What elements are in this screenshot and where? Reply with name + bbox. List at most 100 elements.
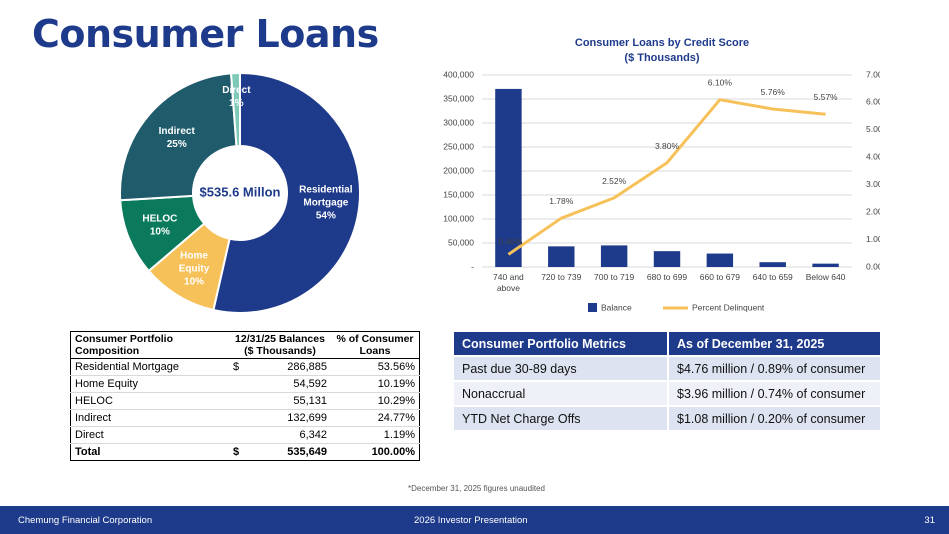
composition-cell-label: Direct — [70, 426, 229, 444]
composition-cell-dollar — [229, 392, 251, 410]
composition-cell-pct: 10.29% — [331, 392, 420, 410]
y-tick-label: 400,000 — [443, 69, 474, 79]
donut-chart: Residential Mortgage 54% Home Equity 10% HELOC… — [119, 71, 362, 314]
donut-slice-label: Home — [180, 251, 208, 262]
composition-cell-pct: 53.56% — [331, 358, 420, 376]
composition-row: Indirect 132,699 24.77% — [70, 409, 420, 427]
donut-slice-pct: 10% — [184, 277, 204, 288]
donut-slice-label: Direct — [222, 85, 251, 96]
composition-cell-balance: 286,885 — [251, 358, 331, 376]
delinquency-line — [507, 98, 826, 256]
y-tick-label: 350,000 — [443, 93, 474, 103]
composition-cell-dollar — [229, 426, 251, 444]
composition-cell-label: Residential Mortgage — [70, 358, 229, 376]
composition-cell-dollar: $ — [229, 443, 251, 461]
x-tick-label: Below 640 — [806, 272, 846, 282]
y2-tick-label: 0.00% — [866, 261, 880, 271]
donut-center-label: $535.6 Millon — [200, 184, 281, 199]
legend-label-delinquent: Percent Delinquent — [692, 302, 765, 312]
bar — [759, 262, 786, 267]
y-tick-label: 300,000 — [443, 117, 474, 127]
y2-tick-label: 5.00% — [866, 124, 880, 134]
y2-tick-label: 6.00% — [866, 97, 880, 107]
bar — [495, 88, 522, 267]
bar — [812, 263, 839, 267]
composition-header-pct: % of Consumer Loans — [331, 331, 420, 359]
footer-company: Chemung Financial Corporation — [18, 515, 153, 526]
donut-slice — [229, 71, 241, 148]
x-tick-label: 740 and — [493, 272, 524, 282]
composition-cell-label: Home Equity — [70, 375, 229, 393]
composition-cell-pct: 24.77% — [331, 409, 420, 427]
footer-bar: Chemung Financial Corporation 2026 Inves… — [0, 506, 949, 534]
donut-slice-pct: 54% — [316, 210, 336, 221]
donut-slice-label: Indirect — [159, 126, 196, 137]
composition-cell-pct: 100.00% — [331, 443, 420, 461]
composition-cell-balance: 535,649 — [251, 443, 331, 461]
x-tick-label: 720 to 739 — [541, 272, 581, 282]
legend-label-balance: Balance — [601, 302, 632, 312]
composition-cell-pct: 1.19% — [331, 426, 420, 444]
y-tick-label: - — [471, 261, 474, 271]
x-tick-label: 680 to 699 — [647, 272, 687, 282]
donut-slice-label: Residential — [299, 184, 353, 195]
page-title: Consumer Loans — [32, 12, 379, 56]
metrics-row: Past due 30-89 days $4.76 million / 0.89%… — [454, 355, 882, 381]
composition-row: Residential Mortgage $286,885 53.56% — [70, 358, 420, 376]
footer-presentation: 2026 Investor Presentation — [414, 515, 528, 526]
x-tick-label: 660 to 679 — [700, 272, 740, 282]
composition-cell-dollar: $ — [229, 358, 251, 376]
composition-row: Direct 6,342 1.19% — [70, 426, 420, 444]
y-tick-label: 200,000 — [443, 165, 474, 175]
donut-slice-label: Equity — [179, 264, 210, 275]
donut-slice-label: Mortgage — [303, 197, 348, 208]
metrics-cell-metric: Nonaccrual — [454, 380, 669, 406]
composition-cell-balance: 6,342 — [251, 426, 331, 444]
metrics-header-date: As of December 31, 2025 — [668, 332, 882, 356]
x-tick-label: 700 to 719 — [594, 272, 634, 282]
metrics-cell-value: $1.08 million / 0.20% of consumer — [668, 405, 882, 430]
composition-cell-label: Indirect — [70, 409, 229, 427]
composition-cell-label: Total — [70, 443, 229, 461]
data-label: 0.46% — [498, 236, 523, 246]
y-tick-label: 250,000 — [443, 141, 474, 151]
data-label: 2.52% — [602, 176, 627, 186]
x-tick-label: above — [497, 283, 520, 293]
bar — [600, 245, 628, 267]
metrics-cell-metric: Past due 30-89 days — [454, 355, 669, 381]
metrics-header-metric: Consumer Portfolio Metrics — [454, 332, 669, 356]
data-label: 5.57% — [814, 92, 839, 102]
y-tick-label: 150,000 — [443, 189, 474, 199]
metrics-header-row: Consumer Portfolio Metrics As of Decembe… — [454, 332, 882, 356]
x-tick-label: 640 to 659 — [753, 272, 793, 282]
metrics-cell-value: $4.76 million / 0.89% of consumer — [668, 355, 882, 381]
bar — [706, 253, 734, 267]
donut-slice-pct: 1% — [229, 98, 244, 109]
y2-tick-label: 2.00% — [866, 206, 880, 216]
y2-tick-label: 1.00% — [866, 234, 880, 244]
chart-subtitle: ($ Thousands) — [624, 52, 700, 64]
y-tick-label: 50,000 — [448, 237, 474, 247]
y2-tick-label: 4.00% — [866, 152, 880, 162]
y2-tick-label: 7.00% — [866, 69, 880, 79]
composition-total-row: Total $535,649 100.00% — [70, 443, 420, 461]
composition-cell-balance: 54,592 — [251, 375, 331, 393]
metrics-row: Nonaccrual $3.96 million / 0.74% of consu… — [454, 380, 882, 406]
chart-title: Consumer Loans by Credit Score — [575, 37, 749, 49]
donut-slice — [119, 72, 238, 202]
composition-table: Consumer Portfolio Composition 12/31/25 … — [70, 331, 420, 461]
composition-cell-balance: 55,131 — [251, 392, 331, 410]
data-label: 5.76% — [761, 87, 786, 97]
credit-score-chart: Consumer Loans by Credit Score ($ Thousan… — [443, 37, 880, 312]
metrics-row: YTD Net Charge Offs $1.08 million / 0.20%… — [454, 405, 882, 430]
composition-cell-dollar — [229, 409, 251, 427]
metrics-cell-metric: YTD Net Charge Offs — [454, 405, 669, 430]
composition-row: HELOC 55,131 10.29% — [70, 392, 420, 410]
metrics-cell-value: $3.96 million / 0.74% of consumer — [668, 380, 882, 406]
bar — [548, 246, 575, 267]
legend-swatch-balance — [588, 303, 597, 312]
metrics-table: Consumer Portfolio Metrics As of Decembe… — [454, 332, 882, 430]
composition-header-row: Consumer Portfolio Composition 12/31/25 … — [70, 331, 420, 359]
donut-slice-label: HELOC — [142, 213, 177, 224]
composition-header-label: Consumer Portfolio Composition — [70, 331, 229, 359]
